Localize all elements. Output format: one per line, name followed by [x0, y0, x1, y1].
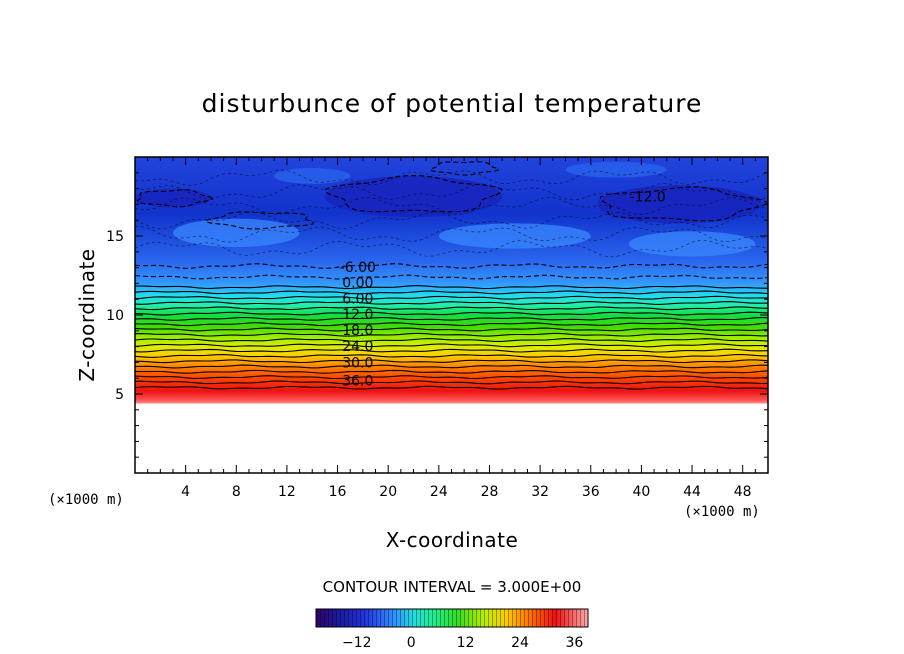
contour-lines — [135, 161, 768, 390]
x-axis: 4 8 12 16 20 24 28 32 36 40 44 48 — [147, 157, 756, 500]
contour-line — [135, 327, 768, 332]
contour-label: -6.00 — [340, 260, 376, 276]
contour-line — [135, 348, 768, 353]
contour-line — [135, 316, 768, 321]
contour-line — [135, 332, 768, 337]
colorbar-frame — [315, 608, 589, 628]
upper-contour-line — [135, 239, 768, 258]
contour-label: 18.0 — [342, 323, 373, 339]
contour-line — [135, 380, 768, 385]
negative-contour-loop — [324, 175, 503, 213]
colorbar-tick-label: 36 — [565, 635, 583, 651]
colorbar-tick-label: 24 — [511, 635, 529, 651]
field-patch — [135, 188, 211, 208]
contour-line — [135, 338, 768, 342]
x-tick-label: 36 — [582, 484, 600, 500]
y-tick-label: 10 — [106, 308, 124, 324]
x-tick-label: 40 — [632, 484, 650, 500]
y-axis-label: Z-coordinate — [75, 248, 99, 381]
field-patch — [565, 161, 667, 178]
chart-title: disturbunce of potential temperature — [202, 89, 703, 118]
negative-contour-loop — [429, 161, 499, 176]
contour-line — [135, 311, 768, 316]
contour-label: 6.00 — [342, 291, 373, 307]
contour-line — [135, 364, 768, 369]
contour-interval-text: CONTOUR INTERVAL = 3.000E+00 — [323, 578, 582, 596]
contour-label: 36.0 — [342, 374, 373, 390]
negative-contour-loop — [137, 189, 213, 208]
x-tick-label: 48 — [734, 484, 752, 500]
contour-line — [135, 322, 768, 327]
x-tick-label: 32 — [531, 484, 549, 500]
contour-line — [135, 306, 768, 311]
x-tick-label: 44 — [683, 484, 701, 500]
contour-label: -12.0 — [630, 190, 666, 206]
x-tick-label: 24 — [430, 484, 448, 500]
field-patch — [172, 218, 300, 248]
x-tick-label: 28 — [481, 484, 499, 500]
contour-line — [135, 385, 768, 390]
x-tick-label: 16 — [329, 484, 347, 500]
z-unit-label: (×1000 m) — [48, 492, 124, 508]
y-axis: 5 10 15 — [106, 172, 768, 458]
x-tick-label: 20 — [379, 484, 397, 500]
field-patch — [274, 168, 351, 184]
contour-line — [135, 343, 768, 348]
colorbar-tick-label: −12 — [342, 635, 372, 651]
x-tick-label: 8 — [232, 484, 241, 500]
upper-blobs — [135, 161, 762, 257]
contour-line — [135, 301, 768, 305]
contour-line — [135, 375, 768, 380]
y-tick-label: 15 — [106, 229, 124, 245]
x-tick-label: 4 — [181, 484, 190, 500]
field-patch — [628, 231, 756, 257]
contour-labels: 36.0 30.024.018.012.06.000.00-6.00 -12.0 — [340, 190, 666, 390]
contour-line — [135, 354, 768, 358]
contour-label: 24.0 — [342, 339, 373, 355]
colorbar-tick-label: 0 — [407, 635, 416, 651]
negative-contour-line — [135, 263, 768, 269]
y-tick-label: 5 — [115, 387, 124, 403]
colorbar-bands — [316, 609, 588, 627]
contour-line — [135, 290, 768, 295]
x-tick-label: 12 — [278, 484, 296, 500]
negative-contour-line — [135, 274, 768, 280]
colorbar-tick-label: 12 — [457, 635, 475, 651]
field-patch — [597, 185, 762, 224]
upper-contour-line — [135, 197, 768, 215]
contour-label: 30.0 — [342, 355, 373, 371]
x-unit-label: (×1000 m) — [684, 504, 760, 520]
field-patch — [438, 223, 591, 249]
x-axis-label: X-coordinate — [386, 528, 519, 552]
contour-line — [135, 295, 768, 300]
contour-line — [135, 369, 768, 374]
upper-contour-line — [135, 211, 768, 230]
negative-contour-loop — [204, 211, 314, 230]
contour-label: 12.0 — [342, 307, 373, 323]
negative-contour-loop — [599, 186, 767, 222]
colorbar-tick-labels: −12 0 12 24 36 — [342, 635, 583, 651]
contour-field — [135, 157, 768, 473]
upper-contour-line — [135, 169, 768, 186]
contour-line — [135, 359, 768, 364]
colorbar: −12 0 12 24 36 — [315, 608, 589, 651]
contour-label: 0.00 — [342, 276, 373, 292]
upper-contour-line — [135, 183, 768, 201]
field-patch — [324, 175, 503, 218]
upper-contour-line — [135, 226, 768, 243]
contour-line — [135, 285, 768, 290]
